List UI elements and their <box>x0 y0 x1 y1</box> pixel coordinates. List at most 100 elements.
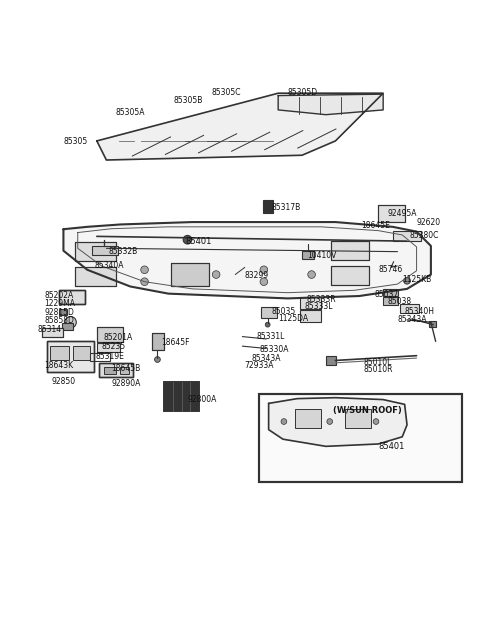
Text: 85305: 85305 <box>63 137 88 147</box>
Text: 92850: 92850 <box>51 377 76 387</box>
Bar <box>302 251 314 259</box>
Circle shape <box>65 316 76 328</box>
Bar <box>62 323 73 330</box>
Bar <box>75 267 116 286</box>
Bar <box>171 263 209 286</box>
Polygon shape <box>278 94 383 115</box>
Text: 85340H: 85340H <box>405 307 435 316</box>
Bar <box>259 394 462 482</box>
Text: 85305A: 85305A <box>116 108 145 117</box>
Bar <box>164 382 199 411</box>
Bar <box>75 242 116 261</box>
Circle shape <box>265 323 270 327</box>
Circle shape <box>260 278 268 286</box>
Text: 85202A: 85202A <box>44 291 73 300</box>
Text: 85035: 85035 <box>271 307 295 316</box>
Text: 85332B: 85332B <box>109 247 138 256</box>
Bar <box>99 363 132 377</box>
Text: 18645F: 18645F <box>161 338 190 347</box>
Circle shape <box>212 271 220 278</box>
Text: 85858D: 85858D <box>44 316 74 325</box>
Bar <box>164 382 199 411</box>
Text: 18645E: 18645E <box>362 221 391 230</box>
Circle shape <box>404 277 410 284</box>
Text: 85305C: 85305C <box>211 88 241 97</box>
Circle shape <box>373 418 379 424</box>
Circle shape <box>141 278 148 286</box>
Bar <box>300 311 321 323</box>
Bar <box>42 328 63 337</box>
Text: 85746: 85746 <box>378 265 403 274</box>
Text: 18645B: 18645B <box>111 364 140 373</box>
Bar <box>152 333 164 350</box>
Bar <box>331 266 369 285</box>
Bar <box>92 246 118 255</box>
Bar <box>171 263 209 286</box>
Text: 85317B: 85317B <box>271 203 300 212</box>
Bar <box>345 409 371 428</box>
Bar <box>331 241 369 260</box>
Text: 72933A: 72933A <box>245 361 274 370</box>
Bar <box>59 309 67 315</box>
Bar <box>152 333 164 350</box>
Bar <box>429 321 436 327</box>
Circle shape <box>155 357 160 363</box>
Text: (W/SUN ROOF): (W/SUN ROOF) <box>333 406 402 415</box>
Text: 92815D: 92815D <box>44 308 74 318</box>
Bar <box>383 297 398 305</box>
Text: 85401: 85401 <box>378 442 405 451</box>
Text: 85319E: 85319E <box>96 352 125 361</box>
Bar <box>300 297 321 309</box>
Bar <box>104 367 116 374</box>
Text: 85330A: 85330A <box>259 345 288 354</box>
Bar <box>59 290 85 304</box>
Text: 85305B: 85305B <box>173 96 203 105</box>
Circle shape <box>141 266 148 274</box>
Text: 85343A: 85343A <box>252 354 281 363</box>
Bar <box>120 367 129 374</box>
Bar <box>262 307 277 318</box>
Bar <box>47 342 95 372</box>
Text: 85380C: 85380C <box>409 231 439 240</box>
Text: 18643K: 18643K <box>44 361 73 370</box>
Text: 85038: 85038 <box>388 297 412 306</box>
Bar <box>42 328 63 337</box>
Text: 85010L: 85010L <box>363 358 392 367</box>
Bar <box>90 353 110 361</box>
Text: 85037: 85037 <box>374 290 399 299</box>
Bar <box>99 363 132 377</box>
Bar <box>97 344 120 352</box>
Bar <box>378 205 405 222</box>
Text: 85340A: 85340A <box>95 262 124 271</box>
Bar <box>393 231 421 241</box>
Bar <box>400 304 419 312</box>
Bar <box>295 409 321 428</box>
Text: 85333L: 85333L <box>304 302 333 311</box>
Text: 92495A: 92495A <box>388 209 418 218</box>
Text: 85305D: 85305D <box>288 88 318 97</box>
Circle shape <box>260 266 268 274</box>
Text: 85314: 85314 <box>37 325 61 334</box>
Text: 10410V: 10410V <box>307 251 336 260</box>
Text: 85333R: 85333R <box>307 295 336 304</box>
Text: 83299: 83299 <box>245 271 269 280</box>
Polygon shape <box>269 398 407 446</box>
Text: 85010R: 85010R <box>363 366 393 375</box>
Text: 85235: 85235 <box>102 342 126 351</box>
Bar <box>383 289 398 296</box>
Text: 1229MA: 1229MA <box>44 298 75 308</box>
Bar <box>331 266 369 285</box>
Text: 92620: 92620 <box>417 218 441 227</box>
Text: 1125KB: 1125KB <box>402 275 432 284</box>
Text: 92890A: 92890A <box>111 379 141 388</box>
Bar <box>378 205 405 222</box>
Text: 85343A: 85343A <box>397 316 427 324</box>
Text: 85401: 85401 <box>185 237 212 246</box>
Bar <box>50 346 69 361</box>
Circle shape <box>183 236 192 244</box>
Polygon shape <box>97 93 383 160</box>
Circle shape <box>308 271 315 278</box>
Bar <box>59 290 85 304</box>
Bar <box>73 346 90 361</box>
Text: 85201A: 85201A <box>104 333 133 342</box>
